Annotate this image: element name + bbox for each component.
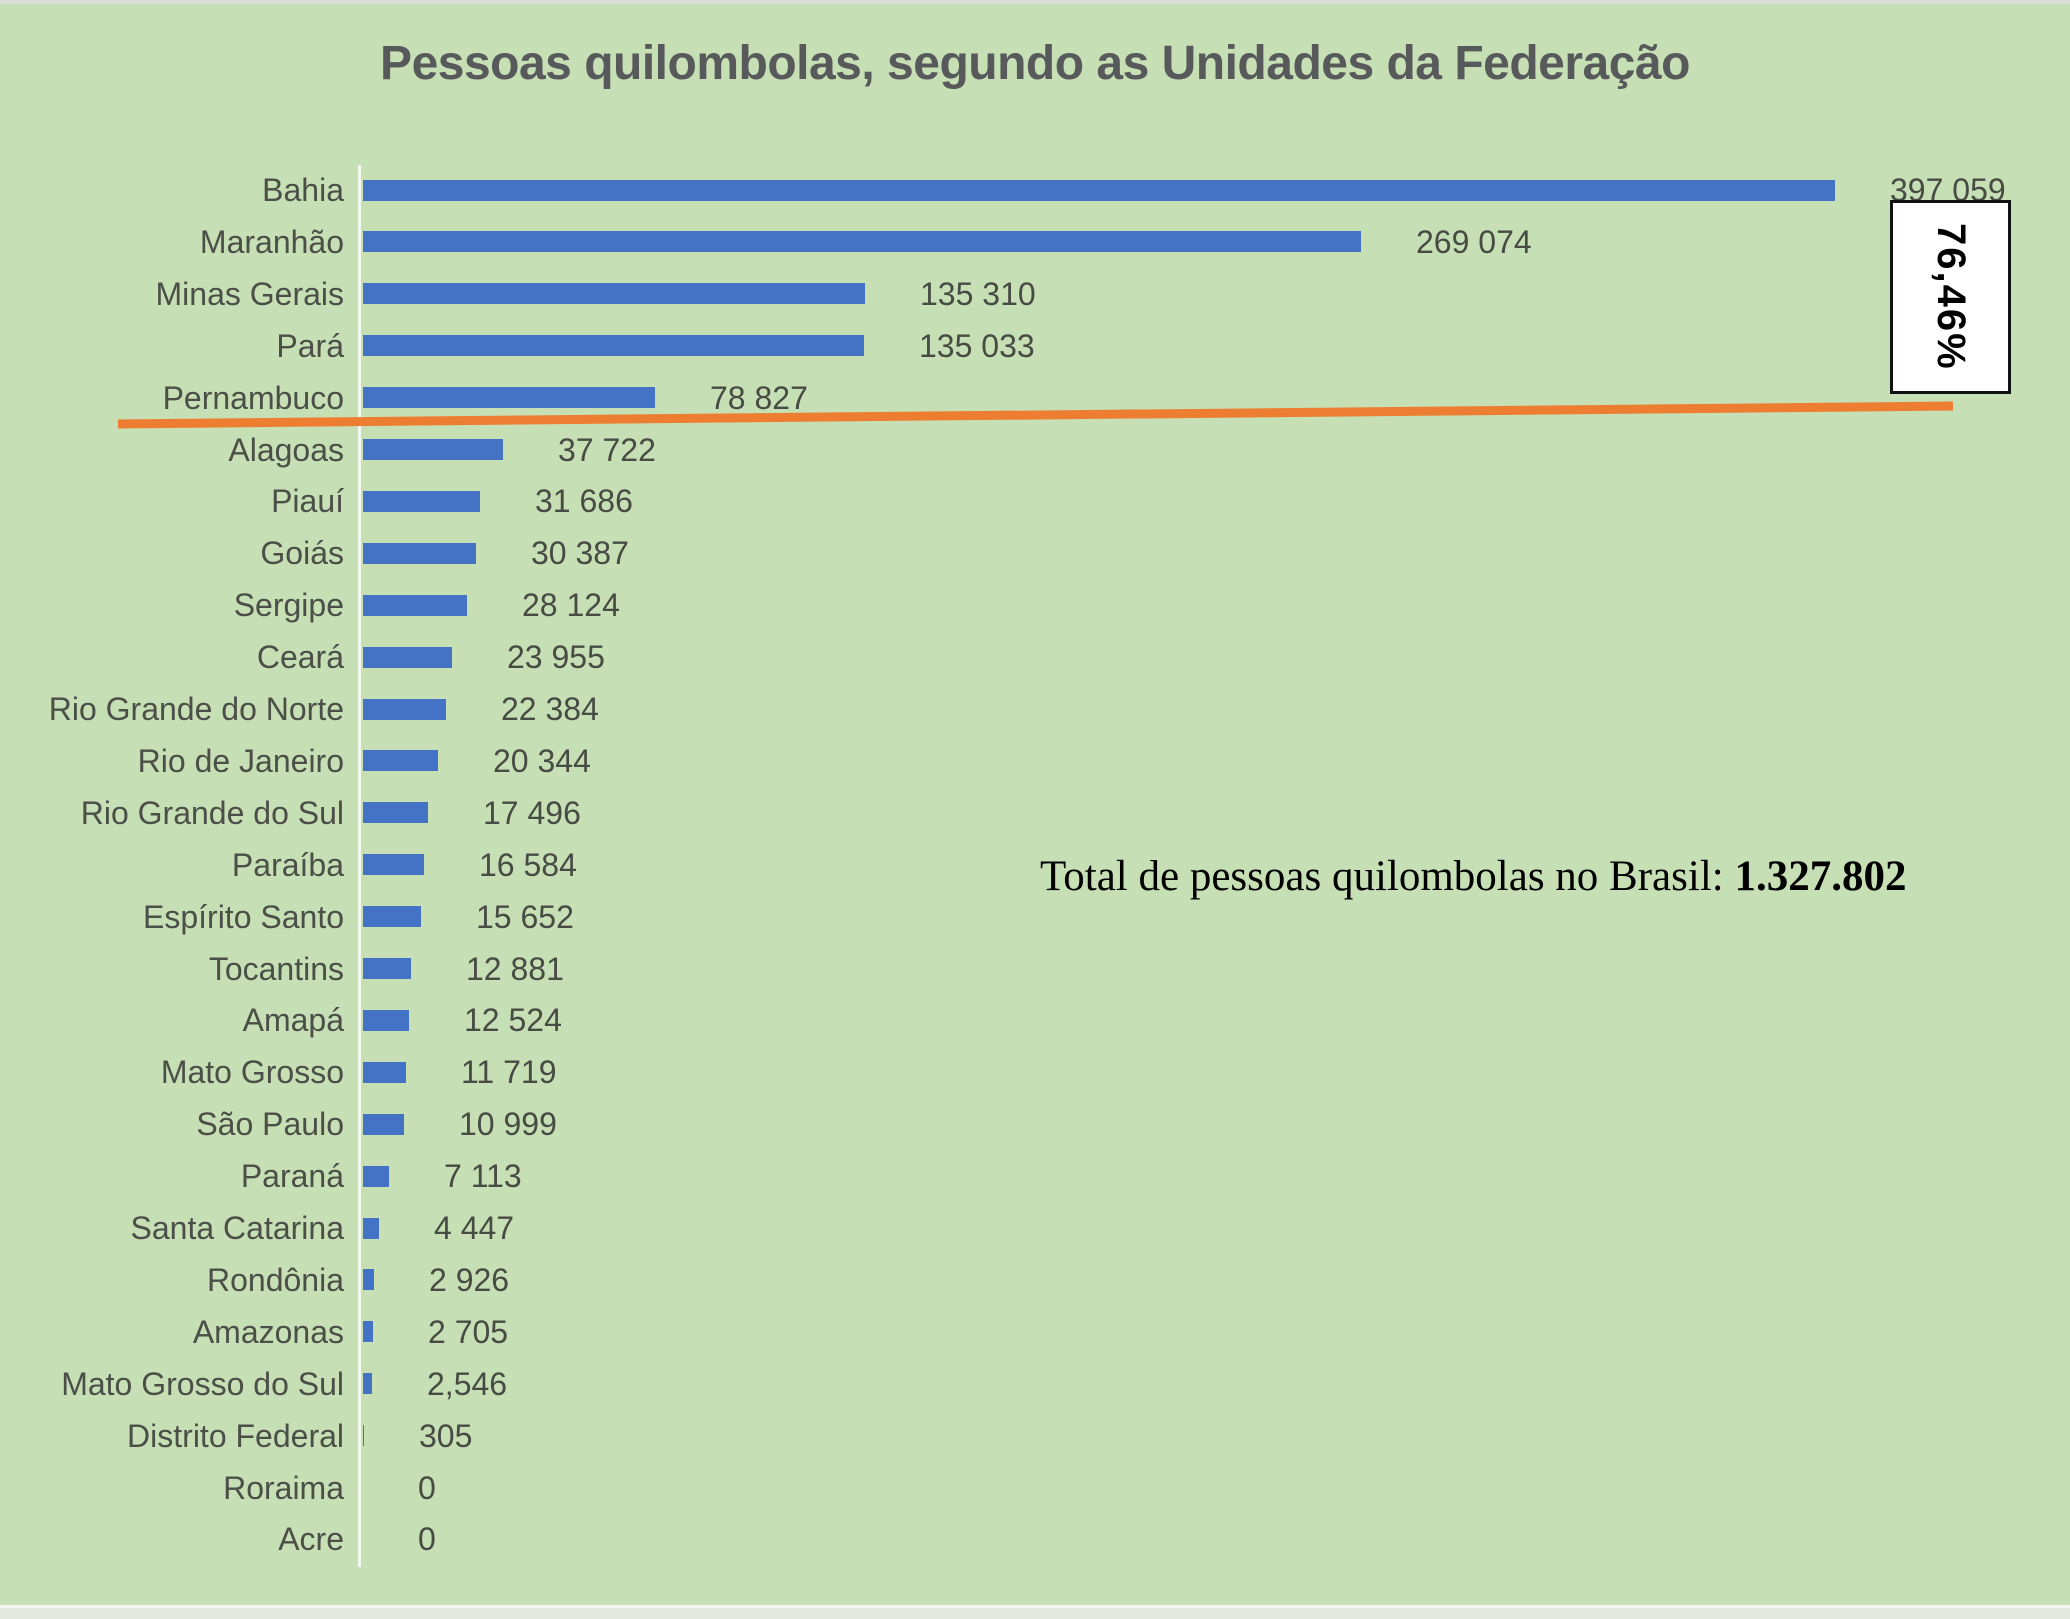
bar <box>363 958 411 979</box>
value-label: 11 719 <box>461 1054 557 1091</box>
percent-annotation-label: 76,46% <box>1929 223 1973 371</box>
category-label: Acre <box>278 1521 344 1558</box>
category-label: Tocantins <box>208 950 344 987</box>
value-label: 23 955 <box>507 639 605 676</box>
category-label: Mato Grosso do Sul <box>61 1365 344 1402</box>
bar <box>363 646 452 668</box>
category-label: Ceará <box>256 639 344 676</box>
category-label: Rio de Janeiro <box>137 742 344 779</box>
total-note-value: 1.327.802 <box>1734 853 1907 900</box>
value-label: 37 722 <box>558 431 656 468</box>
bar <box>363 1269 374 1291</box>
chart-title: Pessoas quilombolas, segundo as Unidades… <box>380 37 1690 90</box>
bar <box>363 1061 406 1083</box>
value-label: 16 584 <box>479 846 577 883</box>
category-label: Minas Gerais <box>155 275 345 312</box>
bar <box>363 594 467 616</box>
value-label: 305 <box>419 1417 473 1454</box>
value-label: 0 <box>418 1469 436 1506</box>
category-label: Amazonas <box>192 1313 344 1350</box>
bar <box>363 490 480 512</box>
bar <box>363 283 865 305</box>
category-label: Roraima <box>223 1469 344 1506</box>
category-label: Amapá <box>242 1002 344 1039</box>
category-label: Bahia <box>262 172 344 208</box>
category-label: Mato Grosso <box>160 1054 344 1091</box>
category-label: Distrito Federal <box>127 1417 344 1454</box>
bar <box>363 802 428 824</box>
category-label: Rondônia <box>207 1261 344 1298</box>
category-label: Paraíba <box>231 846 344 883</box>
category-label: Maranhão <box>199 223 344 260</box>
bar <box>363 387 655 409</box>
value-label: 4 447 <box>434 1210 515 1246</box>
value-label: 17 496 <box>483 794 581 831</box>
bar <box>363 906 421 928</box>
top-edge-strip <box>0 0 2070 4</box>
value-label: 30 387 <box>531 535 629 572</box>
bottom-edge-strip <box>0 1605 2070 1619</box>
value-label: 135 310 <box>920 275 1036 312</box>
category-label: São Paulo <box>196 1106 344 1143</box>
bar <box>363 335 864 357</box>
value-label: 0 <box>418 1521 436 1558</box>
value-label: 20 344 <box>493 742 591 779</box>
percent-annotation-box: 76,46% <box>1890 200 2011 394</box>
category-label: Piauí <box>271 483 344 520</box>
bar <box>363 1217 379 1239</box>
value-label: 2 705 <box>428 1313 509 1350</box>
value-label: 78 827 <box>710 379 808 416</box>
bar <box>363 750 438 772</box>
bar <box>363 1321 373 1343</box>
value-label: 7 113 <box>444 1158 522 1195</box>
category-label: Goiás <box>260 535 344 572</box>
value-label: 28 124 <box>522 587 620 624</box>
bar <box>363 1113 404 1135</box>
value-label: 31 686 <box>535 483 633 520</box>
category-label: Paraná <box>240 1158 344 1195</box>
category-label: Pernambuco <box>162 379 344 416</box>
value-label: 12 524 <box>464 1002 562 1039</box>
value-label: 2,546 <box>427 1365 508 1402</box>
bar <box>363 542 476 564</box>
value-label: 15 652 <box>476 898 574 935</box>
value-label: 12 881 <box>466 950 564 987</box>
category-label: Pará <box>276 327 344 364</box>
bar <box>363 698 446 720</box>
bar <box>363 854 424 876</box>
category-label: Sergipe <box>233 587 344 624</box>
value-label: 10 999 <box>459 1106 557 1143</box>
bar <box>363 439 503 460</box>
y-axis-line <box>358 165 361 1567</box>
category-label: Rio Grande do Sul <box>80 794 344 831</box>
bar <box>363 231 1361 253</box>
total-note: Total de pessoas quilombolas no Brasil: … <box>1040 852 1906 901</box>
bar <box>363 1373 372 1395</box>
value-label: 135 033 <box>919 327 1035 364</box>
category-label: Espírito Santo <box>143 898 344 935</box>
total-note-text: Total de pessoas quilombolas no Brasil: <box>1040 853 1735 900</box>
category-label: Santa Catarina <box>130 1210 344 1246</box>
bar <box>363 1425 364 1447</box>
value-label: 2 926 <box>429 1261 510 1298</box>
value-label: 22 384 <box>501 691 599 727</box>
category-label: Alagoas <box>228 431 344 468</box>
threshold-line-stroke <box>117 401 1954 429</box>
bar <box>363 179 1835 201</box>
bar <box>363 1009 409 1031</box>
category-label: Rio Grande do Norte <box>48 691 344 727</box>
value-label: 269 074 <box>1416 223 1532 260</box>
bar <box>363 1165 389 1187</box>
